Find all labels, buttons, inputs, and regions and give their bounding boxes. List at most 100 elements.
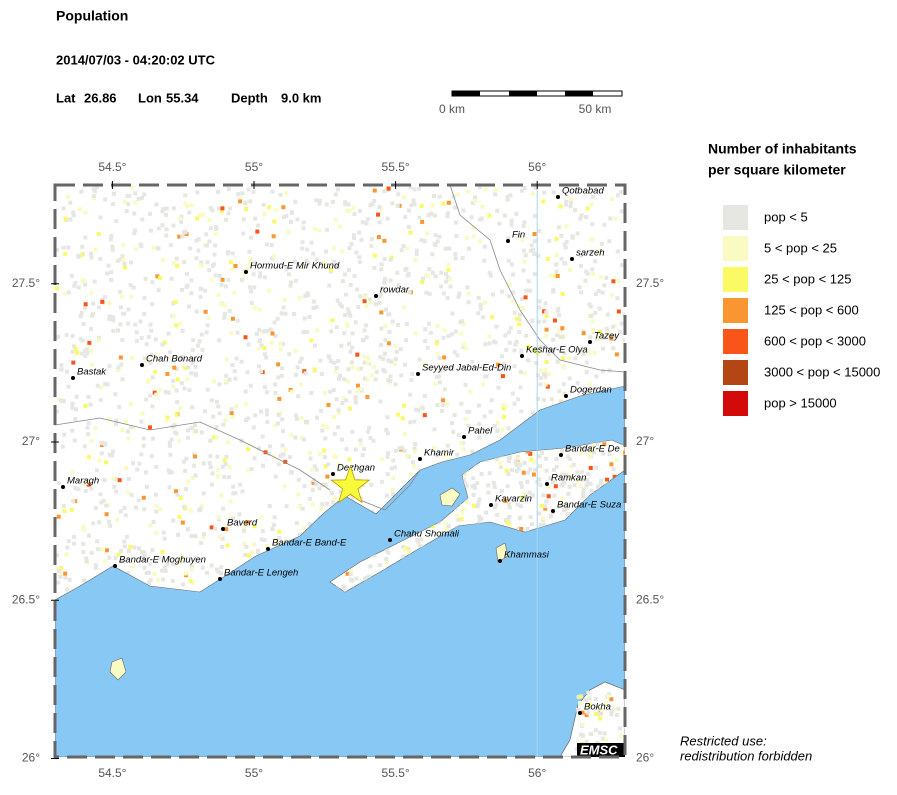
population-cell: [609, 336, 614, 341]
population-cell: [554, 253, 559, 258]
population-cell: [101, 498, 106, 503]
population-cell: [346, 202, 351, 207]
population-cell: [420, 219, 425, 224]
population-cell: [314, 257, 319, 262]
population-cell: [247, 249, 252, 254]
population-cell: [517, 317, 522, 322]
population-cell: [217, 338, 222, 343]
population-cell: [428, 330, 433, 335]
population-cell: [383, 307, 388, 312]
population-cell: [331, 245, 336, 250]
population-cell: [281, 452, 286, 457]
place-dot: [578, 711, 582, 715]
population-cell: [382, 189, 387, 194]
population-cell: [556, 313, 561, 318]
population-cell: [83, 349, 88, 354]
population-cell: [207, 218, 212, 223]
population-cell: [520, 237, 525, 242]
population-cell: [543, 368, 548, 373]
population-cell: [357, 208, 362, 213]
population-cell: [538, 522, 543, 527]
population-cell: [369, 482, 374, 487]
population-cell: [116, 552, 121, 557]
population-cell: [185, 377, 190, 382]
population-cell: [119, 305, 124, 310]
population-cell: [568, 268, 573, 273]
population-cell: [530, 410, 535, 415]
population-cell: [603, 702, 608, 707]
population-cell: [537, 228, 542, 233]
population-cell: [215, 454, 220, 459]
population-cell: [310, 502, 315, 507]
population-cell: [536, 320, 541, 325]
population-cell: [354, 250, 359, 255]
population-cell: [212, 379, 217, 384]
population-cell: [276, 362, 281, 367]
population-cell: [412, 464, 417, 469]
population-cell: [456, 517, 461, 522]
place-dot: [564, 394, 568, 398]
place-label: Keshar-E Olya: [526, 345, 588, 356]
population-cell: [201, 491, 206, 496]
population-cell: [402, 305, 407, 310]
population-cell: [209, 482, 214, 487]
place-dot: [489, 503, 493, 507]
population-cell: [246, 447, 251, 452]
population-cell: [214, 435, 219, 440]
place-dot: [61, 485, 65, 489]
population-cell: [145, 358, 150, 363]
population-cell: [367, 574, 372, 579]
population-cell: [416, 539, 421, 544]
population-cell: [255, 229, 260, 234]
population-cell: [527, 288, 532, 293]
population-cell: [278, 341, 283, 346]
population-cell: [477, 497, 482, 502]
population-cell: [183, 201, 188, 206]
population-cell: [269, 243, 274, 248]
population-cell: [182, 386, 187, 391]
population-cell: [466, 291, 471, 296]
population-cell: [396, 192, 401, 197]
population-cell: [419, 238, 424, 243]
population-cell: [434, 374, 439, 379]
population-cell: [477, 435, 482, 440]
population-cell: [400, 445, 405, 450]
population-cell: [63, 571, 68, 576]
population-cell: [142, 295, 147, 300]
population-cell: [231, 516, 236, 521]
population-cell: [503, 518, 508, 523]
population-cell: [413, 331, 418, 336]
population-cell: [591, 328, 596, 333]
population-cell: [148, 211, 153, 216]
population-cell: [503, 498, 508, 503]
population-cell: [289, 469, 294, 474]
population-cell: [607, 239, 612, 244]
population-cell: [543, 382, 548, 387]
population-cell: [88, 402, 93, 407]
population-cell: [437, 194, 442, 199]
population-cell: [192, 452, 197, 457]
population-cell: [395, 270, 400, 275]
population-cell: [479, 471, 484, 476]
population-cell: [469, 215, 474, 220]
population-cell: [446, 333, 451, 338]
population-cell: [286, 230, 291, 235]
lat-tick-label: 26.5°: [636, 592, 664, 606]
population-cell: [242, 525, 247, 530]
population-cell: [184, 487, 189, 492]
population-cell: [332, 415, 337, 420]
population-cell: [120, 428, 125, 433]
population-cell: [443, 271, 448, 276]
population-cell: [137, 461, 142, 466]
population-cell: [486, 490, 491, 495]
population-cell: [249, 300, 254, 305]
population-cell: [268, 444, 273, 449]
population-cell: [300, 240, 305, 245]
legend-swatch: [723, 267, 748, 292]
place-dot: [551, 509, 555, 513]
population-cell: [198, 263, 203, 268]
population-cell: [516, 526, 521, 531]
population-cell: [456, 192, 461, 197]
population-cell: [410, 460, 415, 465]
population-cell: [293, 372, 298, 377]
